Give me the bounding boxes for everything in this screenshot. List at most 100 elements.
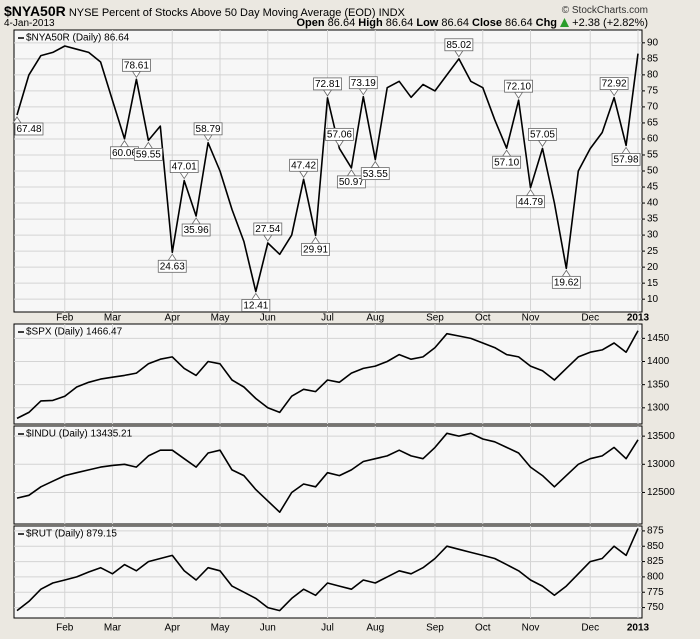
label-box: [14, 122, 44, 136]
data-label: 35.96: [184, 225, 209, 236]
data-label: 19.62: [554, 277, 579, 288]
y-tick-label: 850: [647, 541, 664, 552]
y-tick-label: 1300: [647, 402, 670, 413]
label-box: [348, 76, 378, 90]
label-box: [193, 122, 223, 136]
label-box: [253, 222, 283, 236]
data-label: 57.10: [494, 157, 519, 168]
x-tick-label: Nov: [522, 623, 540, 634]
date: 4-Jan-2013: [4, 18, 55, 29]
legend-label: $RUT (Daily) 879.15: [26, 529, 117, 540]
quote-label: Low: [416, 17, 439, 29]
data-label: 59.55: [136, 150, 161, 161]
x-tick-label: Mar: [104, 623, 122, 634]
data-label: 47.01: [172, 162, 197, 173]
x-tick-label: Sep: [426, 623, 444, 634]
y-tick-label: 20: [647, 262, 659, 273]
y-tick-label: 80: [647, 70, 659, 81]
y-tick-label: 65: [647, 118, 659, 129]
data-label: 73.19: [351, 78, 376, 89]
label-box: [599, 77, 629, 90]
y-tick-label: 1400: [647, 356, 670, 367]
data-label: 24.63: [160, 261, 185, 272]
quote-value: 86.64: [441, 17, 469, 29]
data-label: 53.55: [363, 169, 388, 180]
data-label: 67.48: [16, 124, 41, 135]
label-box: [301, 242, 330, 256]
data-label: 72.81: [315, 79, 340, 90]
x-tick-label: Dec: [581, 623, 599, 634]
label-box: [504, 79, 533, 93]
y-tick-label: 1450: [647, 333, 670, 344]
data-label: 60.06: [112, 148, 137, 159]
label-box: [444, 38, 474, 52]
data-label: 57.05: [530, 130, 555, 141]
y-tick-label: 50: [647, 166, 659, 177]
x-tick-label: Jul: [321, 623, 334, 634]
y-tick-label: 40: [647, 198, 659, 209]
y-tick-label: 775: [647, 587, 664, 598]
quote-value: 86.64: [385, 17, 414, 29]
y-tick-label: 15: [647, 278, 659, 289]
legend-label: $SPX (Daily) 1466.47: [26, 327, 123, 338]
data-label: 29.91: [303, 245, 328, 256]
data-label: 12.41: [243, 301, 268, 312]
y-tick-label: 12500: [647, 487, 675, 498]
x-tick-label: Oct: [475, 623, 491, 634]
y-tick-label: 1350: [647, 379, 670, 390]
y-tick-label: 13500: [647, 431, 675, 442]
legend-label: $NYA50R (Daily) 86.64: [26, 33, 130, 44]
label-box: [157, 259, 187, 273]
x-tick-label: Apr: [164, 623, 180, 634]
quote-label: High: [358, 17, 383, 29]
label-box: [516, 195, 545, 209]
x-tick-label: Oct: [475, 313, 491, 324]
label-box: [528, 128, 557, 141]
title: NYSE Percent of Stocks Above 50 Day Movi…: [68, 7, 405, 19]
label-box: [169, 160, 199, 173]
x-tick-label: Dec: [581, 313, 599, 324]
y-tick-label: 825: [647, 556, 664, 567]
x-tick-label: Jul: [321, 313, 334, 324]
x-tick-label: Feb: [56, 313, 74, 324]
up-arrow: [560, 18, 570, 27]
data-label: 27.54: [255, 224, 280, 235]
header-title-row: $NYA50R NYSE Percent of Stocks Above 50 …: [4, 3, 405, 19]
data-label: 50.97: [339, 177, 364, 188]
x-tick-label: Mar: [104, 313, 122, 324]
x-tick-label: Feb: [56, 623, 74, 634]
price-line: [16, 528, 639, 612]
x-tick-label: Aug: [366, 623, 384, 634]
quote-value: +2.38 (+2.82%): [572, 17, 648, 29]
x-tick-label: 2013: [627, 623, 650, 634]
data-label: 57.98: [614, 155, 639, 166]
data-label: 44.79: [518, 197, 543, 208]
x-tick-label: 2013: [627, 313, 650, 324]
up-arrow-shape: [560, 18, 570, 27]
x-tick-label: Sep: [426, 313, 444, 324]
price-line: [16, 330, 639, 420]
label-box: [611, 153, 641, 166]
data-label: 57.06: [327, 130, 352, 141]
price-line: [16, 432, 639, 513]
price-line: [16, 45, 639, 293]
data-label: 58.79: [196, 124, 221, 135]
y-tick-label: 25: [647, 246, 659, 257]
label-box: [325, 127, 354, 141]
x-tick-label: Aug: [366, 313, 384, 324]
quote-value: 86.64: [327, 17, 356, 29]
x-tick-label: May: [211, 623, 230, 634]
quote-label: Close: [472, 17, 502, 29]
y-tick-label: 10: [647, 294, 659, 305]
label-box: [313, 77, 342, 91]
y-tick-label: 75: [647, 86, 659, 97]
y-tick-label: 45: [647, 182, 659, 193]
x-tick-label: Jun: [260, 313, 276, 324]
x-tick-label: May: [211, 313, 230, 324]
label-box: [289, 158, 319, 172]
y-tick-label: 30: [647, 230, 659, 241]
data-label: 78.61: [124, 60, 149, 71]
label-box: [133, 147, 163, 161]
quote-value: 86.64: [505, 17, 533, 29]
